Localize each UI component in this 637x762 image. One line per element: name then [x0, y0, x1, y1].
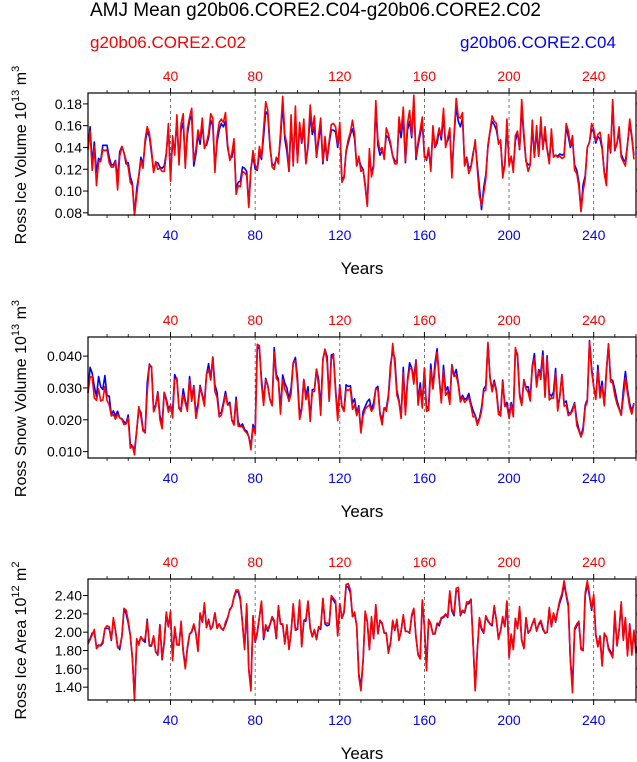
y-tick-label: 0.030: [47, 380, 82, 396]
x-tick-label-top: 240: [582, 68, 606, 84]
y-tick-label: 0.18: [55, 96, 82, 112]
x-tick-label-bottom: 40: [163, 470, 179, 486]
y-axis-label: Ross Ice Area 1012 m2: [10, 562, 30, 720]
y-tick-label: 0.010: [47, 444, 82, 460]
x-tick-label-top: 200: [497, 312, 521, 328]
x-tick-label-bottom: 40: [163, 227, 179, 243]
y-axis-label: Ross Snow Volume 1013 m3: [10, 300, 30, 497]
x-axis-label: Years: [341, 259, 384, 278]
x-tick-label-bottom: 200: [497, 227, 521, 243]
x-tick-label-top: 200: [497, 68, 521, 84]
x-tick-label-top: 200: [497, 554, 521, 570]
series-line-g20b06-core2-c02: [87, 579, 637, 702]
x-tick-label-bottom: 200: [497, 712, 521, 728]
x-tick-label-bottom: 120: [328, 470, 352, 486]
x-tick-label-bottom: 160: [413, 470, 437, 486]
y-tick-label: 0.020: [47, 412, 82, 428]
y-tick-label: 2.20: [55, 606, 82, 622]
x-tick-label-top: 120: [328, 312, 352, 328]
y-tick-label: 0.08: [55, 205, 82, 221]
legend-c02: g20b06.CORE2.C02: [90, 33, 246, 52]
series-line-g20b06-core2-c02: [87, 94, 635, 216]
y-axis-label: Ross Ice Volume 1013 m3: [10, 66, 30, 244]
y-tick-label: 0.14: [55, 139, 82, 155]
x-tick-label-top: 80: [247, 312, 263, 328]
y-tick-label: 2.40: [55, 588, 82, 604]
x-tick-label-top: 40: [163, 554, 179, 570]
plot-frame: [87, 578, 637, 701]
figure-title: AMJ Mean g20b06.CORE2.C04-g20b06.CORE2.C…: [90, 0, 541, 21]
x-tick-label-top: 120: [328, 554, 352, 570]
x-tick-label-top: 80: [247, 554, 263, 570]
x-tick-label-bottom: 160: [413, 227, 437, 243]
ross-snow-volume-panel: 40 40 80 80 120 120 160 160 200 200 240 240 0.010 0.0…: [10, 300, 637, 521]
x-tick-label-top: 80: [247, 68, 263, 84]
x-tick-label-bottom: 80: [247, 227, 263, 243]
x-tick-label-bottom: 240: [582, 470, 606, 486]
x-tick-label-bottom: 40: [163, 712, 179, 728]
x-tick-label-top: 240: [582, 554, 606, 570]
y-tick-label: 0.12: [55, 161, 82, 177]
x-tick-label-bottom: 120: [328, 227, 352, 243]
y-tick-label: 1.40: [55, 679, 82, 695]
plot-frame: [87, 92, 637, 216]
x-tick-label-top: 40: [163, 68, 179, 84]
ross-ice-volume-panel: 40 40 80 80 120 120 160 160 200 200 240 240 0.08 0.10…: [10, 66, 637, 278]
x-tick-label-bottom: 240: [582, 227, 606, 243]
y-tick-label: 0.040: [47, 348, 82, 364]
x-tick-label-top: 120: [328, 68, 352, 84]
y-tick-label: 0.10: [55, 183, 82, 199]
x-tick-label-bottom: 200: [497, 470, 521, 486]
y-tick-label: 1.80: [55, 643, 82, 659]
x-tick-label-bottom: 80: [247, 470, 263, 486]
x-tick-label-bottom: 80: [247, 712, 263, 728]
x-tick-label-top: 160: [413, 68, 437, 84]
x-tick-label-top: 160: [413, 554, 437, 570]
y-tick-label: 0.16: [55, 118, 82, 134]
plot-frame: [87, 336, 637, 459]
y-tick-label: 1.60: [55, 661, 82, 677]
series-line-g20b06-core2-c04: [87, 339, 635, 452]
x-tick-label-bottom: 240: [582, 712, 606, 728]
legend-c04: g20b06.CORE2.C04: [460, 33, 616, 52]
x-tick-label-top: 240: [582, 312, 606, 328]
x-tick-label-top: 160: [413, 312, 437, 328]
x-axis-label: Years: [341, 744, 384, 762]
x-tick-label-bottom: 160: [413, 712, 437, 728]
x-tick-label-top: 40: [163, 312, 179, 328]
ross-ice-area-panel: 40 40 80 80 120 120 160 160 200 200 240 240 1.40 1.60…: [10, 554, 637, 762]
x-axis-label: Years: [341, 502, 384, 521]
y-tick-label: 2.00: [55, 624, 82, 640]
x-tick-label-bottom: 120: [328, 712, 352, 728]
series-line-g20b06-core2-c02: [87, 340, 635, 456]
